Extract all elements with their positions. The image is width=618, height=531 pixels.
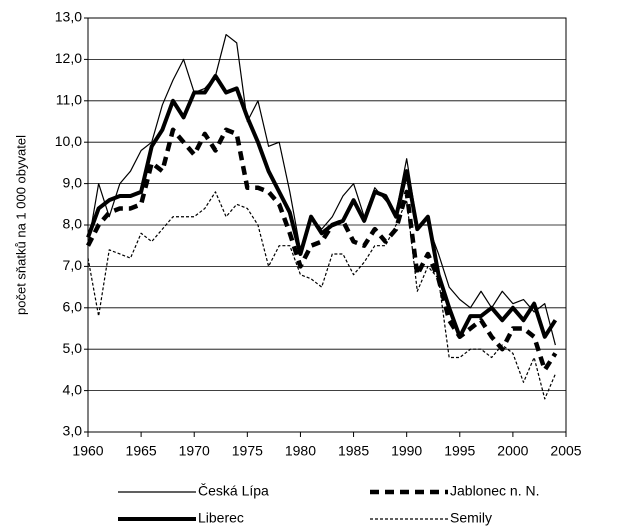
- x-tick-label: 1995: [444, 443, 475, 459]
- data-line: [87, 191, 556, 400]
- x-tick-label: 1960: [72, 443, 103, 459]
- legend-label: Liberec: [198, 510, 244, 526]
- x-tick-label: 2000: [497, 443, 528, 459]
- y-tick-label: 5,0: [63, 340, 83, 356]
- y-tick-label: 10,0: [55, 133, 82, 149]
- plot-frame: [87, 17, 567, 433]
- y-tick-label: 3,0: [63, 423, 83, 439]
- y-tick-label: 6,0: [63, 299, 83, 315]
- y-tick-label: 7,0: [63, 257, 83, 273]
- x-tick-label: 1975: [232, 443, 263, 459]
- legend-label: Česká Lípa: [198, 483, 269, 499]
- x-tick-label: 1965: [126, 443, 157, 459]
- data-line: [86, 73, 558, 339]
- y-tick-label: 4,0: [63, 381, 83, 397]
- data-line: [85, 127, 558, 373]
- legend-label: Jablonec n. N.: [450, 483, 540, 499]
- y-tick-label: 9,0: [63, 174, 83, 190]
- legend-label: Semily: [450, 510, 492, 526]
- x-tick-label: 1990: [391, 443, 422, 459]
- y-tick-label: 12,0: [55, 50, 82, 66]
- x-tick-label: 1980: [285, 443, 316, 459]
- data-line: [87, 33, 556, 346]
- x-tick-label: 1985: [338, 443, 369, 459]
- y-tick-label: 8,0: [63, 216, 83, 232]
- x-tick-label: 1970: [179, 443, 210, 459]
- y-axis-label: počet sňatků na 1 000 obyvatel: [13, 135, 28, 315]
- y-tick-label: 11,0: [56, 92, 82, 108]
- x-tick-label: 2005: [550, 443, 581, 459]
- y-tick-label: 13,0: [55, 9, 82, 25]
